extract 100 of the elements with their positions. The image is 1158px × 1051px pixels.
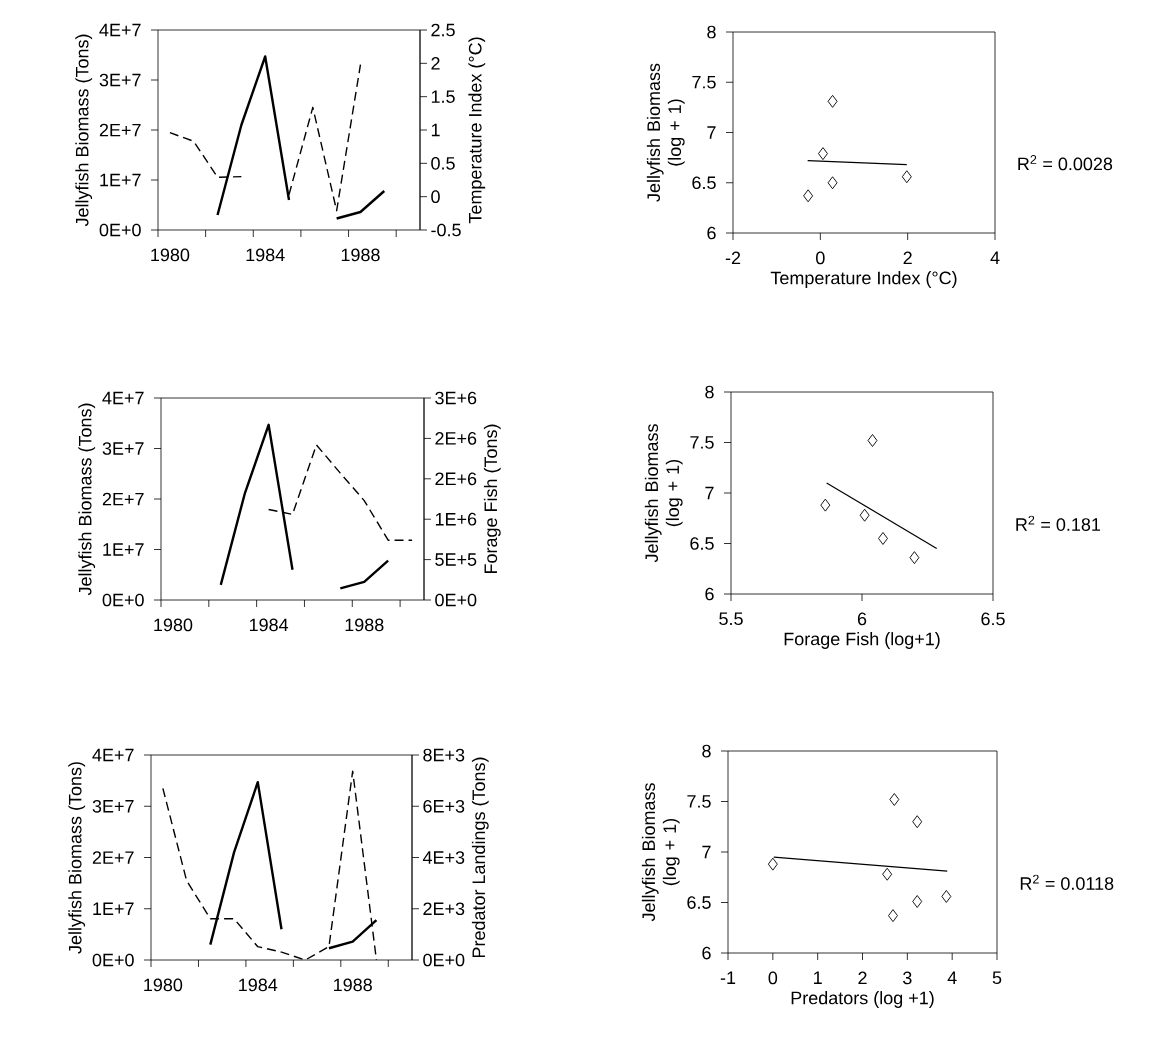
y-tick-label: 8 [707, 25, 716, 39]
y2-axis-title: Forage Fish (Tons) [483, 424, 501, 574]
y-tick-label: 7 [702, 845, 711, 859]
y2-tick-label: 5E+5 [435, 553, 477, 566]
point [912, 815, 923, 829]
y-tick-label: 6 [707, 226, 716, 240]
point [888, 909, 898, 923]
y2-tick-label: 2.5 [431, 23, 455, 37]
x-tick-label: -1 [720, 971, 736, 984]
text: R$^{2}$ = 0.0028 [1018, 155, 1113, 171]
y-tick-label: 8 [702, 744, 711, 758]
x-tick-label: 5 [992, 971, 1002, 985]
y-axis-title: Jellyfish Biomass (log + 1) [644, 424, 683, 563]
y-tick-label: 1E+7 [103, 543, 144, 556]
y2-axis-title: Temperature Index (°C) [468, 37, 486, 224]
y-tick-label: 4E+7 [92, 748, 134, 762]
point [827, 176, 838, 190]
x-tick-label: 4 [990, 251, 1000, 264]
point [767, 857, 778, 871]
y-axis-title: Jellyfish Biomass (Tons) [68, 762, 86, 954]
y-tick-label: 2E+7 [102, 492, 144, 506]
y2-tick-label: 3E+6 [435, 391, 477, 405]
x-tick-label: 4 [947, 971, 957, 984]
y-tick-label: 0E+0 [92, 953, 134, 967]
point [941, 890, 952, 903]
x-tick-label: 1988 [341, 248, 380, 262]
y-tick-label: 2E+7 [92, 851, 134, 864]
x-tick-label: -2 [725, 251, 741, 265]
point [867, 434, 878, 447]
x-tick-label: 5.5 [719, 612, 743, 626]
point [901, 170, 912, 184]
y-tick-label: 7.5 [690, 436, 714, 449]
y-tick-label: 7.5 [687, 795, 711, 808]
y-tick-label: 6.5 [687, 896, 711, 909]
x-tick-label: 0 [768, 971, 778, 985]
y-tick-label: 6 [702, 946, 711, 960]
y-tick-label: 2E+7 [99, 123, 141, 137]
x-tick-label: 0 [816, 251, 825, 265]
point [912, 895, 923, 908]
point [818, 147, 828, 161]
y2-tick-label: 2E+6 [435, 472, 477, 486]
y-tick-label: 7.5 [692, 75, 716, 89]
y-tick-label: 4E+7 [99, 23, 141, 37]
x-axis-title: Forage Fish (log+1) [784, 632, 940, 649]
y-tick-label: 3E+7 [99, 73, 141, 87]
y-tick-label: 0E+0 [99, 223, 141, 237]
x-axis-title: Predators (log +1) [791, 991, 934, 1008]
point [803, 189, 814, 203]
y-tick-label: 8 [705, 385, 714, 399]
y2-tick-label: 0E+0 [435, 593, 477, 607]
y-tick-label: 3E+7 [102, 442, 144, 455]
y-axis-title: Jellyfish Biomass (Tons) [75, 34, 93, 227]
y2-tick-label: 2E+6 [435, 432, 477, 445]
y2-tick-label: 0E+0 [423, 953, 465, 967]
y2-tick-label: 6E+3 [423, 799, 465, 813]
y-axis-title: Jellyfish Biomass (log + 1) [641, 783, 680, 922]
x-tick-label: 1980 [144, 978, 183, 992]
y2-axis-title: Predator Landings (Tons) [471, 757, 489, 958]
x-tick-label: 1988 [345, 618, 384, 632]
y-tick-label: 3E+7 [92, 799, 134, 813]
point [827, 94, 838, 108]
x-tick-label: 2 [903, 251, 912, 265]
x-tick-label: 6.5 [981, 612, 1005, 626]
x-tick-label: 1984 [239, 978, 278, 992]
y2-tick-label: 4E+3 [422, 851, 465, 864]
y2-tick-label: 2 [431, 57, 440, 70]
text: R$^{2}$ = 0.0118 [1020, 874, 1114, 890]
y-tick-label: 4E+7 [102, 391, 144, 405]
y-tick-label: 6.5 [692, 176, 716, 190]
x-tick-label: 2 [858, 971, 867, 985]
y-tick-label: 7 [705, 486, 714, 500]
y-tick-label: 1E+7 [100, 173, 141, 187]
y2-tick-label: 8E+3 [423, 748, 465, 762]
point [889, 793, 900, 806]
point [882, 867, 893, 881]
y2-tick-label: 1.5 [431, 90, 455, 103]
text: R$^{2}$ = 0.181 [1016, 515, 1101, 531]
y-axis-title: Jellyfish Biomass (Tons) [78, 403, 96, 596]
point [859, 508, 870, 522]
point [909, 551, 920, 565]
y-tick-label: 0E+0 [102, 593, 144, 607]
y2-tick-label: 1E+6 [435, 512, 477, 526]
y-tick-label: 7 [707, 126, 716, 139]
x-tick-label: 6 [857, 612, 867, 626]
y2-tick-label: 0 [431, 190, 440, 204]
y2-tick-label: 1 [431, 123, 440, 137]
y-tick-label: 6.5 [690, 537, 714, 550]
x-tick-label: 1980 [154, 618, 193, 632]
x-axis-title: Temperature Index (°C) [770, 271, 957, 288]
x-tick-label: 1 [814, 971, 822, 984]
y2-tick-label: 0.5 [431, 156, 455, 170]
x-tick-label: 1984 [246, 248, 285, 262]
y-axis-title: Jellyfish Biomass (log + 1) [646, 63, 685, 202]
x-tick-label: 1980 [151, 248, 190, 262]
y2-tick-label: 2E+3 [423, 902, 465, 916]
y-tick-label: 6 [705, 587, 714, 601]
point [820, 498, 831, 512]
point [878, 532, 888, 545]
y-tick-label: 1E+7 [93, 902, 134, 915]
x-tick-label: 3 [903, 971, 912, 985]
